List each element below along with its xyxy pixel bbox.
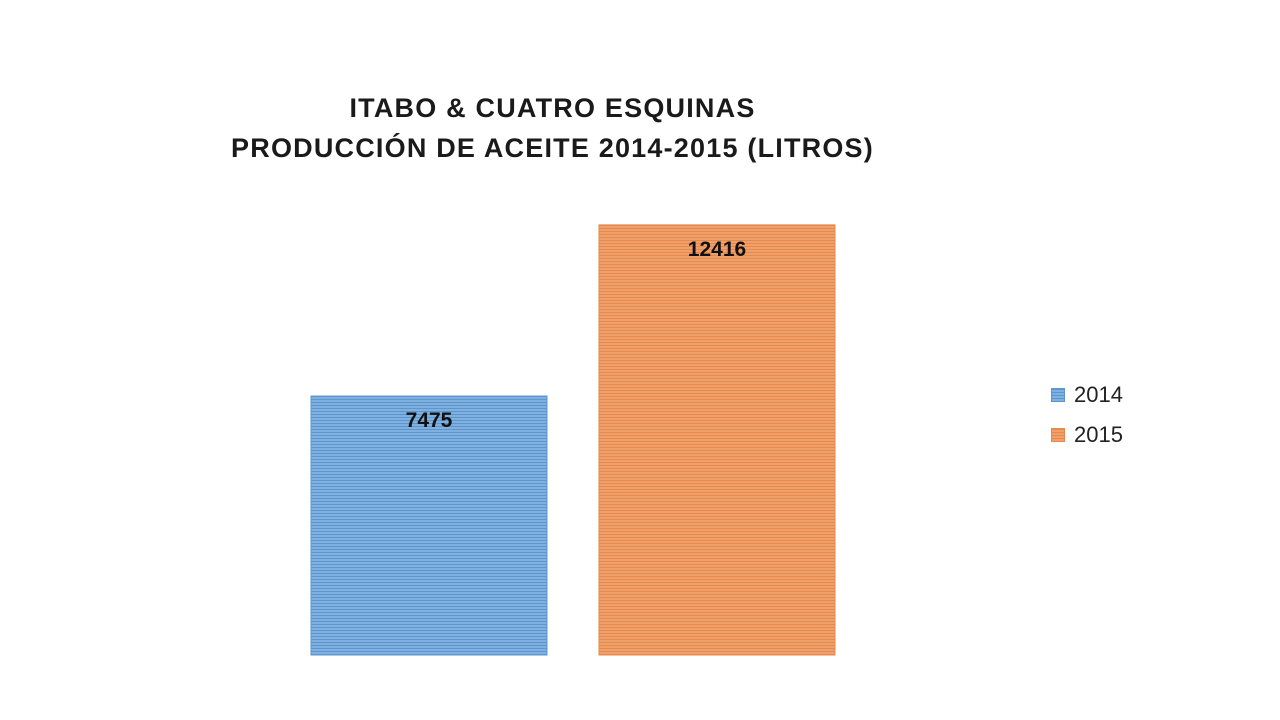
- legend-item-2014: 2014: [1051, 375, 1123, 415]
- bar-2014: [310, 395, 548, 656]
- legend-label-2015: 2015: [1074, 422, 1123, 447]
- chart-title-line-2: PRODUCCIÓN DE ACEITE 2014-2015 (LITROS): [231, 133, 874, 163]
- legend-swatch-2014: [1051, 388, 1065, 402]
- chart-title: ITABO & CUATRO ESQUINAS PRODUCCIÓN DE AC…: [150, 88, 955, 168]
- legend-label-2014: 2014: [1074, 382, 1123, 407]
- data-label-2015: 12416: [688, 238, 746, 261]
- legend-swatch-2015: [1051, 428, 1065, 442]
- chart-title-line-1: ITABO & CUATRO ESQUINAS: [349, 93, 756, 123]
- bar-2015: [598, 224, 836, 656]
- legend-item-2015: 2015: [1051, 415, 1123, 455]
- data-label-2014: 7475: [406, 409, 453, 432]
- legend: 2014 2015: [1051, 375, 1123, 455]
